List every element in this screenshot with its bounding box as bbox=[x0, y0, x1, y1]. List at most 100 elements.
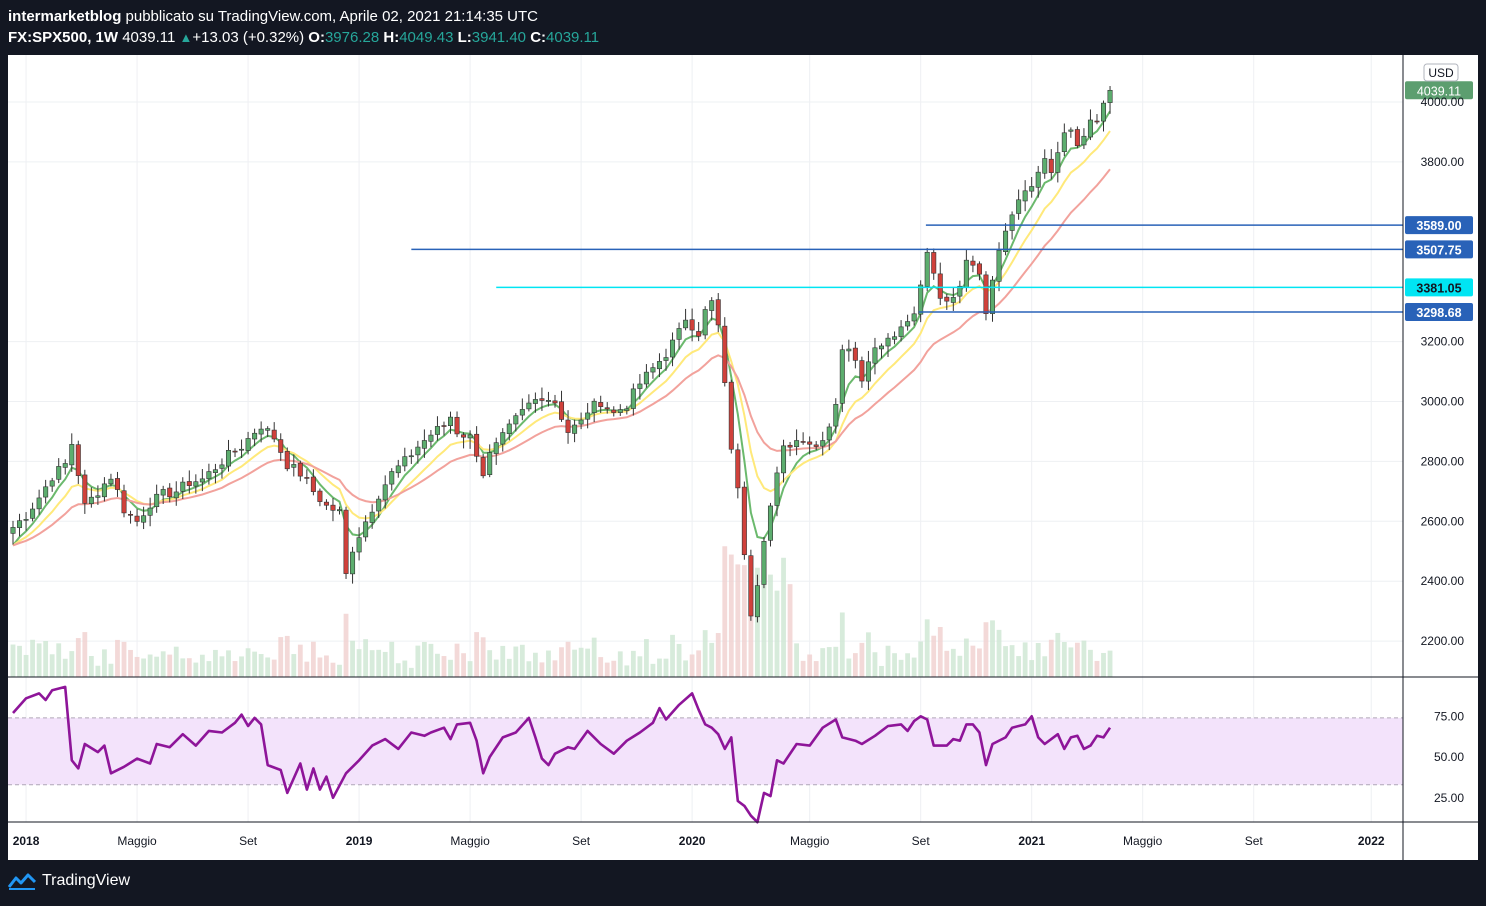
volume-bar bbox=[683, 660, 688, 677]
candle-body bbox=[10, 527, 16, 534]
candle-body bbox=[75, 444, 81, 476]
volume-bar bbox=[591, 637, 597, 677]
last-price: 4039.11 bbox=[122, 29, 176, 46]
chart-area[interactable]: 3589.00 3507.75 3381.05 3298.68 4039.11 2200… bbox=[8, 55, 1478, 860]
candle-body bbox=[683, 319, 689, 329]
candle-body bbox=[448, 416, 454, 427]
volume-bar bbox=[1035, 642, 1041, 677]
candle-body bbox=[957, 285, 963, 297]
volume-bar bbox=[134, 656, 140, 677]
horizontal-lines[interactable]: 3589.00 3507.75 3381.05 3298.68 4039.11 bbox=[411, 81, 1473, 322]
candle-body bbox=[265, 428, 271, 431]
candle-body bbox=[989, 279, 995, 314]
volume-bar bbox=[310, 641, 316, 677]
volume-bar bbox=[206, 661, 212, 677]
volume-bar bbox=[382, 651, 388, 677]
candle-body bbox=[108, 478, 114, 485]
candle-body bbox=[1016, 199, 1022, 214]
volume-bar bbox=[408, 667, 414, 677]
candle-body bbox=[43, 486, 49, 498]
low-label: L: bbox=[457, 29, 472, 46]
candle-body bbox=[715, 299, 721, 326]
volume-bar bbox=[1101, 652, 1106, 677]
candle-body bbox=[1003, 230, 1009, 252]
candle-body bbox=[963, 259, 969, 288]
candle-body bbox=[1087, 119, 1093, 138]
volume-bar bbox=[297, 644, 303, 677]
candle-body bbox=[656, 361, 662, 370]
candle-body bbox=[767, 505, 773, 541]
price-tag bbox=[1405, 303, 1473, 322]
volume-bar bbox=[604, 662, 610, 677]
candle-body bbox=[232, 450, 238, 453]
candle-body bbox=[513, 415, 519, 425]
candle-body bbox=[846, 348, 852, 352]
volume-bar bbox=[833, 646, 839, 677]
candle-body bbox=[878, 345, 884, 350]
volume-bar bbox=[226, 650, 231, 677]
candle-body bbox=[304, 477, 310, 479]
candle-body bbox=[722, 325, 728, 383]
volume-bar bbox=[284, 635, 290, 677]
volume-bar bbox=[435, 653, 440, 677]
volume-bar bbox=[800, 660, 806, 677]
candle-body bbox=[1009, 214, 1015, 231]
volume-bar bbox=[43, 640, 49, 677]
candle-body bbox=[702, 309, 708, 336]
candle-body bbox=[748, 555, 754, 617]
volume-bar bbox=[500, 645, 506, 677]
volume-bar bbox=[879, 665, 884, 677]
rsi-tick-label: 25.00 bbox=[1434, 791, 1464, 805]
volume-bar bbox=[794, 643, 799, 677]
volume-bar bbox=[911, 657, 917, 677]
candle-body bbox=[434, 426, 440, 435]
volume-bar bbox=[1048, 639, 1054, 677]
volume-bar bbox=[702, 630, 708, 677]
time-tick-label: Maggio bbox=[117, 834, 157, 848]
time-tick-label: 2021 bbox=[1018, 834, 1045, 848]
candle-body bbox=[937, 273, 943, 299]
volume-bar bbox=[493, 659, 499, 677]
volume-bar bbox=[774, 590, 780, 677]
price-tick-label: 2600.00 bbox=[1421, 514, 1465, 528]
candle-body bbox=[545, 400, 551, 402]
volume-bar bbox=[278, 637, 284, 677]
candle-body bbox=[500, 432, 506, 445]
volume-bar bbox=[1074, 642, 1080, 677]
price-chart[interactable]: 3589.00 3507.75 3381.05 3298.68 4039.11 2200… bbox=[8, 55, 1478, 860]
volume-bar bbox=[787, 584, 793, 677]
volume-bar bbox=[62, 658, 68, 677]
rsi-band bbox=[8, 717, 1403, 785]
moving-averages bbox=[12, 110, 1111, 547]
footer-brand[interactable]: TradingView bbox=[42, 872, 131, 889]
symbol-label[interactable]: FX:SPX500, 1W bbox=[8, 29, 119, 46]
candle-body bbox=[650, 367, 656, 373]
volume-bar bbox=[258, 654, 264, 677]
volume-bar bbox=[1068, 647, 1074, 677]
candle-body bbox=[1094, 120, 1100, 123]
candle-body bbox=[134, 515, 140, 522]
close-value: 4039.11 bbox=[546, 29, 600, 46]
candle-body bbox=[859, 360, 865, 382]
time-tick-label: Maggio bbox=[450, 834, 490, 848]
candle-body bbox=[350, 551, 356, 575]
candle-body bbox=[996, 249, 1002, 282]
price-tick-label: 2400.00 bbox=[1421, 574, 1465, 588]
author-name[interactable]: intermarketblog bbox=[8, 8, 122, 25]
candle-body bbox=[624, 408, 630, 411]
rsi-tick-label: 75.00 bbox=[1434, 709, 1464, 723]
candle-body bbox=[128, 514, 134, 516]
volume-bar bbox=[585, 648, 591, 677]
volume-bar bbox=[963, 638, 969, 677]
volume-bar bbox=[363, 639, 369, 677]
low-value: 3941.40 bbox=[471, 29, 527, 46]
candle-body bbox=[670, 339, 676, 358]
volume-bar bbox=[448, 659, 453, 677]
volume-bar bbox=[931, 635, 937, 677]
volume-bar bbox=[624, 665, 630, 677]
candle-body bbox=[480, 457, 486, 477]
candle-body bbox=[532, 399, 538, 404]
volume-bar bbox=[872, 652, 878, 677]
candle-body bbox=[578, 419, 584, 425]
candle-body bbox=[173, 491, 179, 499]
